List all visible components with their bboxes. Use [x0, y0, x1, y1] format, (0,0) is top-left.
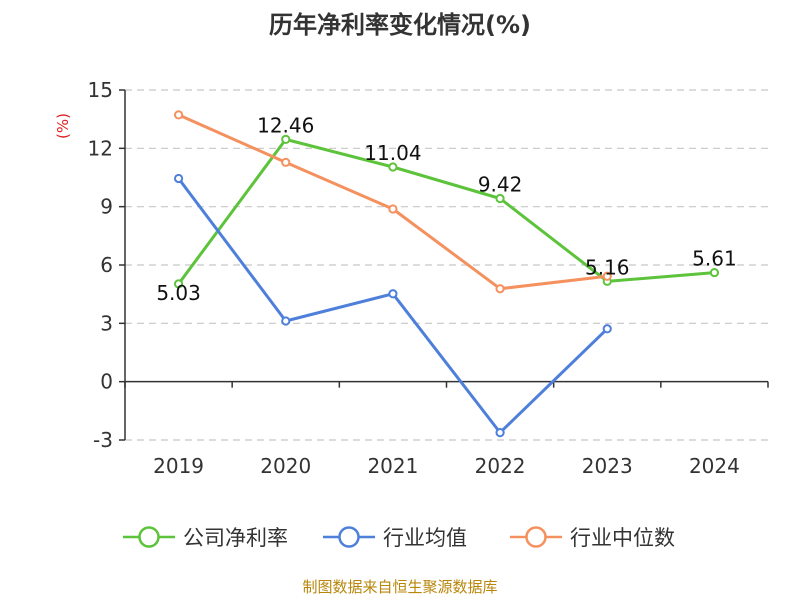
x-tick-label: 2019	[153, 454, 204, 478]
data-point	[173, 279, 184, 289]
legend-item-1[interactable]: 行业均值	[323, 526, 467, 550]
legend-item-0[interactable]: 公司净利率	[123, 526, 288, 550]
legend-label: 行业中位数	[570, 526, 675, 550]
data-label: 12.46	[257, 113, 314, 137]
data-point	[173, 110, 184, 120]
axes: 15 12 9 6 3 0 -3 2019 2020 2021 2022 2023 2024	[88, 78, 769, 478]
y-tick-label: 0	[100, 370, 113, 394]
series-line-1	[177, 177, 609, 435]
data-point	[281, 134, 291, 144]
legend-label: 行业均值	[383, 526, 467, 550]
y-tick-label: 12	[88, 136, 113, 160]
x-tick-label: 2020	[260, 454, 311, 478]
data-label: 11.04	[364, 141, 421, 165]
y-tick-label: 6	[100, 253, 113, 277]
data-label: 5.03	[156, 281, 201, 305]
data-point	[495, 193, 505, 204]
legend-swatch-marker	[138, 526, 160, 548]
data-point	[388, 162, 398, 172]
data-label: 5.16	[585, 255, 630, 279]
data-point	[602, 324, 612, 334]
legend-label: 公司净利率	[183, 526, 288, 550]
y-tick-label: 3	[100, 311, 113, 335]
legend-swatch-marker	[338, 526, 360, 548]
x-tick-label: 2022	[475, 454, 526, 478]
x-tick-label: 2024	[689, 454, 740, 478]
x-tick-label: 2021	[367, 454, 418, 478]
series-line-0	[177, 137, 715, 285]
data-point	[495, 428, 505, 438]
data-point	[173, 173, 184, 184]
data-point	[602, 271, 612, 281]
chart-title: 历年净利率变化情况(%)	[269, 11, 531, 39]
data-label: 5.61	[692, 247, 737, 271]
data-point	[281, 316, 291, 326]
y-tick-label: 9	[100, 195, 113, 219]
legend-item-2[interactable]: 行业中位数	[510, 526, 675, 550]
y-tick-label: 15	[88, 78, 113, 102]
data-labels: 5.03 12.46 11.04 9.42 5.16 5.61	[156, 113, 736, 304]
data-point	[281, 157, 291, 167]
source-note: 制图数据来自恒生聚源数据库	[302, 578, 497, 596]
legend-swatch-marker	[525, 526, 547, 548]
y-tick-label: -3	[93, 428, 113, 452]
data-label: 9.42	[478, 173, 523, 197]
y-axis-unit-label: (%)	[54, 113, 72, 139]
x-tick-label: 2023	[582, 454, 633, 478]
data-point	[495, 284, 505, 294]
data-point	[388, 289, 398, 299]
data-point	[388, 204, 398, 214]
data-point	[709, 267, 720, 278]
legend: 公司净利率 行业均值 行业中位数	[123, 526, 675, 550]
series-lines	[173, 110, 720, 438]
